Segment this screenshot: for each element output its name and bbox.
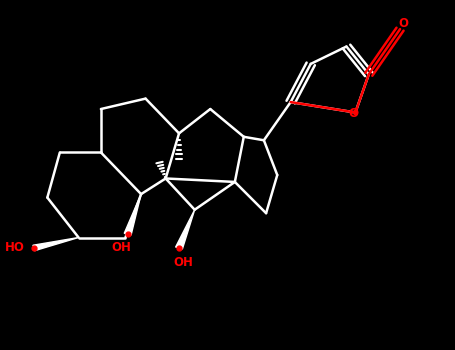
Polygon shape <box>124 194 141 235</box>
Polygon shape <box>33 238 79 251</box>
Text: HO: HO <box>5 241 25 254</box>
Polygon shape <box>176 210 195 249</box>
Text: O: O <box>348 107 358 120</box>
Text: O: O <box>399 18 409 30</box>
Text: OH: OH <box>173 256 193 269</box>
Text: OH: OH <box>111 241 131 254</box>
